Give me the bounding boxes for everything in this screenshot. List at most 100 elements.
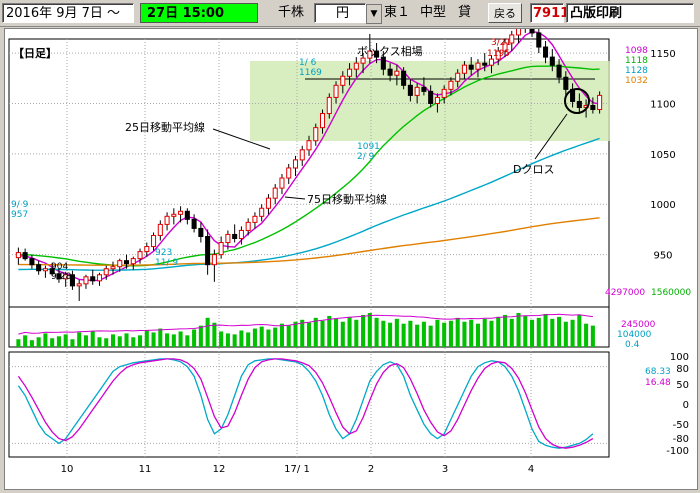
volume-ma-line: [18, 313, 593, 335]
candle-body: [306, 140, 312, 151]
candle-body: [123, 260, 130, 265]
volume-bar: [97, 337, 102, 347]
candle-body: [259, 207, 265, 217]
volume-bar: [502, 314, 508, 347]
chart-title: 【日足】: [13, 47, 57, 60]
unit-label: 千株: [278, 5, 305, 20]
stoch-tick-label: -80: [673, 434, 689, 445]
candle-body: [455, 72, 461, 82]
point4-value: 1169: [299, 68, 322, 78]
currency-select[interactable]: 円: [314, 3, 366, 23]
volume-bar: [300, 319, 305, 347]
stock-name: 凸版印刷: [566, 3, 694, 23]
point1-value: 957: [11, 210, 28, 220]
volume-bar: [415, 324, 420, 347]
price-tick-label: 1100: [650, 99, 675, 110]
price-tick-label: 950: [653, 251, 672, 262]
point5-date: 2/ 9: [357, 152, 375, 162]
candle-body: [515, 26, 522, 36]
ma200-line: [18, 217, 600, 266]
candle-body: [299, 149, 305, 161]
candle-body: [252, 215, 258, 223]
candle-body: [502, 42, 508, 52]
month-label: 17/ 1: [284, 464, 310, 475]
candle-body: [360, 57, 366, 64]
candle-body: [211, 254, 217, 266]
candle-body: [63, 274, 69, 280]
candle-body: [69, 274, 75, 287]
month-label: 3: [442, 464, 448, 475]
volume-bar: [63, 334, 68, 347]
volume-legend-value: 4297000: [605, 288, 645, 298]
volume-bar: [523, 315, 528, 347]
end-date-field[interactable]: 27日 15:00: [140, 3, 258, 23]
volume-bar: [293, 321, 298, 347]
candle-body: [198, 227, 204, 237]
toolbar: 2016年 9月 7日 ～ 27日 15:00 千株 円 ▼ 東１ 中型 貸 戻…: [0, 0, 700, 27]
candle-body: [42, 268, 48, 272]
candle-body: [292, 159, 299, 169]
price-legend-value: 1118: [625, 56, 648, 66]
volume-bar: [279, 323, 284, 347]
volume-bar: [50, 338, 55, 347]
volume-bar: [70, 339, 75, 347]
candle-body: [56, 273, 62, 280]
volume-legend-value: 104000: [617, 330, 652, 340]
volume-bar: [205, 317, 210, 347]
price-tick-label: 1000: [650, 200, 675, 211]
price-legend-value: 1032: [625, 76, 648, 86]
volume-bar: [117, 336, 122, 347]
volume-bar: [83, 335, 88, 347]
candle-body: [434, 96, 440, 104]
candle-body: [340, 75, 346, 86]
start-date-field[interactable]: 2016年 9月 7日 ～: [2, 3, 134, 23]
point3-value: 923: [155, 248, 172, 258]
volume-bar: [509, 318, 514, 347]
volume-bar: [185, 335, 190, 347]
volume-bar: [198, 325, 203, 347]
candle-body: [245, 221, 251, 231]
volume-bar: [77, 332, 82, 347]
candle-body: [218, 242, 224, 256]
stoch-legend-value: 16.48: [645, 378, 671, 388]
candle-body: [171, 213, 177, 217]
candle-body: [265, 197, 271, 209]
volume-bar: [530, 319, 535, 347]
candle-body: [130, 258, 136, 265]
volume-bar: [394, 318, 399, 347]
volume-bar: [428, 325, 433, 347]
volume-legend-value: 1560000: [651, 288, 691, 298]
size-label: 中型: [420, 5, 447, 20]
ma75-annotation: 75日移動平均線: [307, 192, 387, 206]
volume-bar: [239, 330, 244, 347]
volume-bar: [56, 336, 61, 347]
currency-dropdown-icon[interactable]: ▼: [366, 4, 382, 24]
volume-bar: [110, 334, 116, 347]
ma25-pointer: [212, 128, 271, 150]
volume-bar: [475, 323, 480, 347]
volume-bar: [482, 318, 487, 347]
candle-body: [117, 260, 123, 268]
volume-bar: [374, 317, 379, 347]
stoch-tick-label: -100: [666, 446, 689, 457]
volume-bar: [90, 331, 95, 347]
price-legend-value: 1098: [625, 46, 648, 56]
volume-bar: [266, 329, 271, 347]
volume-bar: [388, 322, 393, 347]
candle-body: [563, 76, 569, 90]
back-button[interactable]: 戻る: [488, 3, 522, 23]
volume-bar: [381, 320, 386, 347]
volume-bar: [158, 328, 163, 347]
volume-bar: [124, 333, 129, 347]
candle-body: [49, 268, 55, 275]
candle-body: [387, 68, 393, 76]
volume-bar: [536, 317, 541, 347]
candle-body: [157, 223, 163, 236]
volume-bar: [286, 325, 291, 347]
candle-body: [279, 177, 285, 189]
ma25-annotation: 25日移動平均線: [125, 120, 205, 134]
candle-body: [543, 46, 549, 58]
volume-bar: [43, 333, 48, 347]
volume-bar: [448, 320, 453, 347]
